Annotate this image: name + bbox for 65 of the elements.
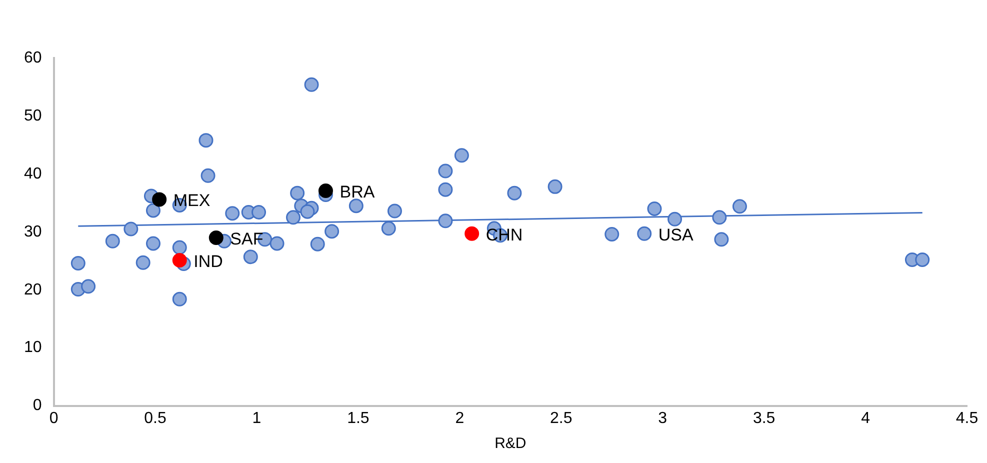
point xyxy=(290,186,305,200)
point xyxy=(915,252,930,267)
point xyxy=(146,203,160,218)
x-tick-label: 0 xyxy=(49,410,58,427)
point xyxy=(208,230,224,245)
point xyxy=(637,226,652,241)
point xyxy=(225,206,240,221)
x-tick-label: 0.5 xyxy=(144,410,166,427)
point xyxy=(136,255,150,270)
y-tick-label: 10 xyxy=(24,339,42,356)
point xyxy=(668,212,682,226)
annotation: USA xyxy=(658,225,694,244)
point xyxy=(318,183,333,198)
point xyxy=(124,222,138,236)
x-tick-label: 2.5 xyxy=(550,410,572,427)
point xyxy=(348,198,364,214)
point xyxy=(507,186,522,200)
point xyxy=(548,179,562,194)
point xyxy=(454,148,469,163)
y-tick-label: 50 xyxy=(24,107,42,124)
point xyxy=(304,77,319,92)
point xyxy=(732,199,747,214)
point xyxy=(152,192,167,207)
point xyxy=(381,221,396,236)
point xyxy=(243,250,258,264)
point xyxy=(105,234,120,248)
annotation: MEX xyxy=(173,191,210,210)
point xyxy=(438,182,453,197)
point xyxy=(438,164,453,178)
x-tick-label: 4 xyxy=(861,410,870,427)
point xyxy=(172,292,187,306)
annotation: BRA xyxy=(340,182,376,202)
annotation: IND xyxy=(194,252,223,271)
point xyxy=(647,201,662,216)
point xyxy=(438,214,453,228)
point xyxy=(310,236,325,252)
point xyxy=(172,253,187,268)
point xyxy=(604,226,620,242)
point xyxy=(286,210,301,225)
y-tick-label: 20 xyxy=(24,281,42,298)
point xyxy=(300,204,315,219)
x-tick-label: 4.5 xyxy=(956,410,978,427)
point xyxy=(252,204,266,220)
point xyxy=(712,210,727,225)
point xyxy=(146,236,160,251)
point xyxy=(198,133,214,148)
point xyxy=(172,240,187,255)
x-tick-label: 3 xyxy=(658,410,668,427)
y-tick-label: 40 xyxy=(24,165,42,182)
point xyxy=(387,204,402,218)
x-axis-title: R&D xyxy=(494,435,526,452)
point xyxy=(81,279,96,294)
x-tick-label: 1 xyxy=(252,410,262,427)
y-tick-label: 0 xyxy=(32,397,42,414)
point xyxy=(324,224,340,239)
point xyxy=(200,168,216,183)
point xyxy=(714,232,729,247)
x-tick-label: 1.5 xyxy=(347,410,370,427)
x-tick-label: 2 xyxy=(455,410,464,427)
y-tick-label: 30 xyxy=(24,223,42,240)
point xyxy=(70,256,86,270)
point xyxy=(464,226,480,241)
x-tick-label: 3.5 xyxy=(752,410,776,427)
point xyxy=(270,236,284,251)
y-tick-label: 60 xyxy=(24,49,42,66)
